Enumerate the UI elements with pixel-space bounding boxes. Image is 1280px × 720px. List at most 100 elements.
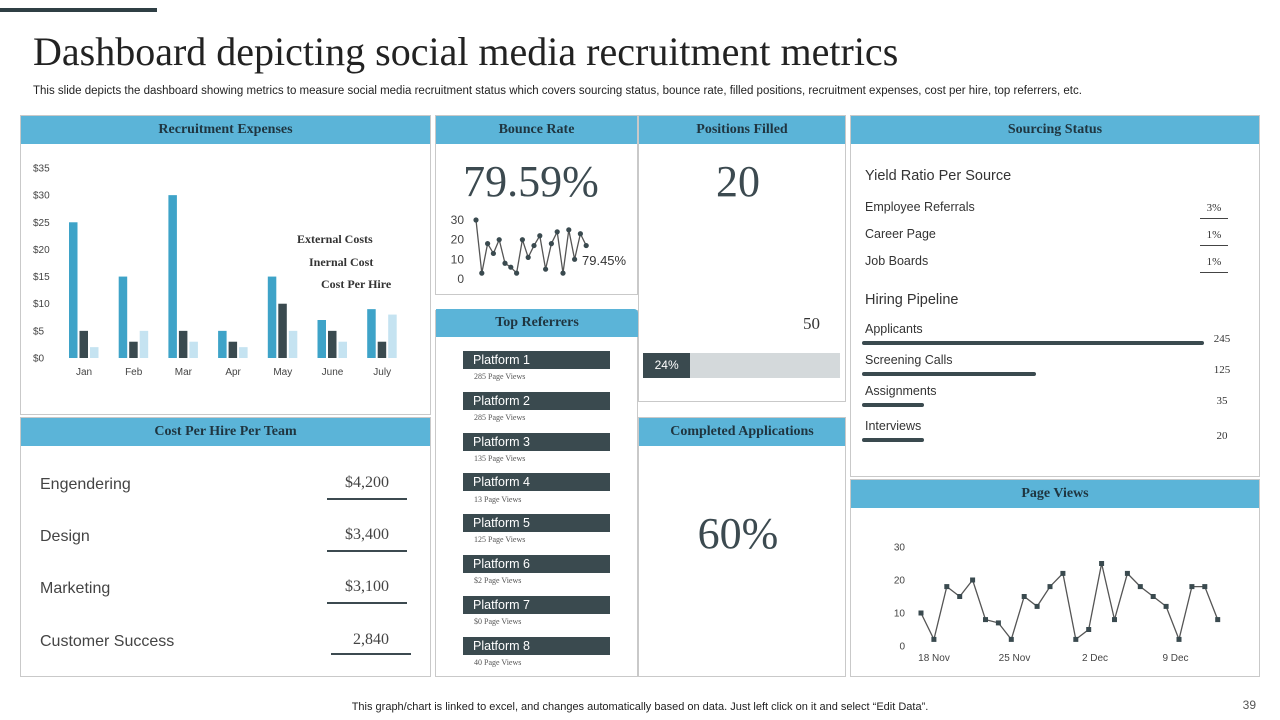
- bar: [367, 309, 376, 358]
- page-views-line: [920, 563, 1219, 642]
- referrer-platform: Platform 6: [463, 555, 610, 573]
- pipeline-stage-label: Applicants: [865, 322, 923, 336]
- underline: [331, 653, 411, 655]
- x-tick-label: 2 Dec: [1082, 653, 1108, 664]
- cost-per-hire-header: Cost Per Hire Per Team: [21, 418, 430, 446]
- data-point: [537, 233, 543, 239]
- data-point: [1202, 584, 1208, 590]
- data-point: [502, 260, 508, 266]
- referrer-views: 135 Page Views: [474, 454, 526, 463]
- bar: [218, 330, 227, 358]
- yield-source-value: 1%: [1200, 256, 1228, 273]
- positions-progress-fill: 24%: [643, 353, 691, 378]
- data-point: [1112, 617, 1117, 623]
- yield-source-label: Job Boards: [865, 254, 929, 268]
- y-tick-label: $35: [33, 164, 50, 175]
- bar: [267, 276, 277, 358]
- page-views-header: Page Views: [851, 480, 1259, 508]
- data-point: [572, 256, 578, 262]
- top-referrers-header: Top Referrers: [436, 309, 638, 337]
- team-name: Marketing: [40, 580, 111, 597]
- referrer-views: 285 Page Views: [474, 372, 526, 381]
- pipeline-stage-bar: [862, 438, 924, 442]
- bar: [278, 303, 287, 358]
- team-name: Customer Success: [40, 633, 175, 650]
- data-point: [944, 584, 950, 590]
- legend-external-costs: External Costs: [297, 232, 373, 246]
- top-referrers-panel: [435, 310, 638, 677]
- data-point: [1047, 584, 1053, 590]
- bar: [317, 320, 326, 358]
- x-tick-label: 18 Nov: [918, 653, 950, 664]
- bounce-rate-end-label: 79.45%: [582, 253, 627, 268]
- y-tick-label: $10: [33, 299, 50, 310]
- data-point: [548, 241, 554, 247]
- pipeline-stage-label: Interviews: [865, 419, 922, 433]
- team-cost: $3,400: [345, 526, 389, 543]
- team-row: Marketing $3,100: [40, 576, 415, 606]
- pipeline-stage-value: 245: [1213, 333, 1231, 345]
- bar: [338, 341, 347, 358]
- data-point: [490, 250, 496, 257]
- bar: [178, 330, 188, 358]
- data-point: [983, 617, 988, 623]
- data-point: [531, 242, 537, 249]
- yield-source-value: 3%: [1200, 202, 1228, 219]
- y-tick-label: $15: [33, 272, 50, 283]
- data-point: [1073, 636, 1079, 642]
- data-point: [1163, 603, 1169, 609]
- x-tick-label: June: [322, 367, 344, 378]
- pipeline-stage-value: 35: [1216, 395, 1228, 407]
- data-point: [995, 620, 1001, 626]
- pipeline-stage-value: 125: [1213, 364, 1231, 376]
- referrer-views: 125 Page Views: [474, 535, 526, 544]
- data-point: [931, 636, 937, 642]
- data-point: [473, 217, 479, 223]
- team-name: Engendering: [40, 476, 131, 493]
- data-point: [1176, 636, 1182, 642]
- cost-per-hire-panel: Cost Per Hire Per Team: [20, 417, 431, 677]
- x-tick-label: 25 Nov: [999, 653, 1031, 664]
- data-point: [957, 594, 963, 599]
- bar: [377, 341, 387, 358]
- referrer-platform: Platform 1: [463, 351, 610, 369]
- sourcing-status-header: Sourcing Status: [851, 116, 1259, 144]
- referrer-views: 13 Page Views: [474, 495, 522, 504]
- bar: [168, 195, 177, 358]
- y-tick-label: $30: [33, 191, 50, 202]
- data-point: [1124, 570, 1130, 576]
- data-point: [560, 270, 566, 276]
- yield-source-label: Employee Referrals: [865, 200, 975, 214]
- y-tick-label: 10: [894, 609, 906, 620]
- y-tick-label: 30: [451, 213, 465, 227]
- legend-internal-cost: Inernal Cost: [309, 255, 373, 269]
- bounce-rate-value: 79.59%: [463, 157, 599, 206]
- referrer-platform: Platform 2: [463, 392, 610, 410]
- y-tick-label: 10: [451, 252, 465, 266]
- y-tick-label: 20: [894, 576, 906, 587]
- footer-note: This graph/chart is linked to excel, and…: [351, 701, 929, 713]
- team-cost: $3,100: [345, 578, 389, 595]
- recruitment-expenses-panel: Recruitment Expenses: [20, 115, 431, 415]
- data-point: [485, 241, 491, 247]
- team-row: Design $3,400: [40, 524, 415, 554]
- page-title: Dashboard depicting social media recruit…: [33, 29, 899, 74]
- yield-ratio-title: Yield Ratio Per Source: [865, 168, 1012, 184]
- underline: [327, 602, 407, 604]
- bar: [118, 276, 128, 358]
- positions-target: 50: [803, 314, 820, 333]
- data-point: [496, 237, 502, 243]
- bounce-rate-panel: Bounce Rate: [435, 115, 638, 295]
- referrer-platform: Platform 4: [463, 473, 610, 491]
- referrer-platform: Platform 8: [463, 637, 610, 655]
- yield-source-label: Career Page: [865, 227, 936, 241]
- data-point: [525, 254, 531, 260]
- completed-applications-header: Completed Applications: [639, 418, 845, 446]
- y-tick-label: $5: [33, 326, 45, 337]
- referrer-views: 40 Page Views: [474, 658, 522, 667]
- pipeline-stage-bar: [862, 372, 1037, 376]
- y-tick-label: 0: [457, 272, 464, 286]
- data-point: [1021, 594, 1027, 599]
- data-point: [543, 266, 549, 272]
- bar: [79, 330, 88, 358]
